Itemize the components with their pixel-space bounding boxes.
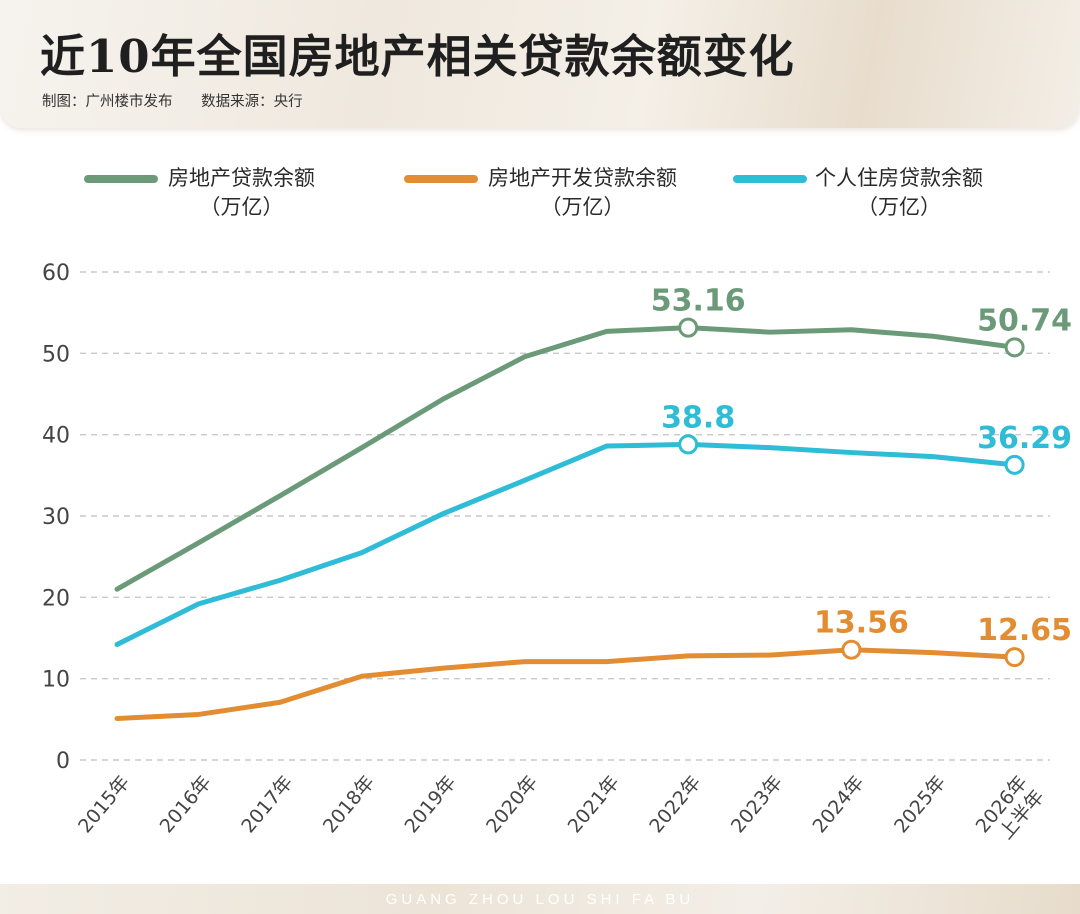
x-tick-label: 2024年 [808,772,868,838]
x-tick-label-line: 2022年 [645,772,705,838]
legend-series-unit: （万亿） [540,195,625,219]
series-line [114,441,1018,648]
y-tick-label: 30 [42,505,70,530]
x-tick-label-line: 2017年 [237,772,297,838]
legend-label: 房地产贷款余额 （万亿） [168,164,315,222]
legend-series-name: 房地产贷款余额 [168,166,315,190]
data-point-marker [1004,647,1025,668]
x-tick-label: 2017年 [237,772,297,838]
x-tick-label: 2021年 [564,772,624,838]
legend-series-name: 个人住房贷款余额 [815,166,983,190]
legend-series-unit: （万亿） [199,195,284,219]
series-line [114,325,1018,592]
page-title: 近10年全国房地产相关贷款余额变化 [40,30,795,83]
legend-swatch [733,175,807,183]
line-chart: 0 10 20 30 40 50 60 2015年 2016年 2017年 2018年 2019年 20… [42,261,1072,844]
credit-source: 数据来源：央行 [201,94,303,110]
y-tick-label: 60 [42,261,70,286]
x-tick-label: 2019年 [400,772,460,838]
x-tick-label: 2015年 [74,772,134,838]
y-tick-label: 10 [42,668,70,693]
data-point-marker [678,434,699,455]
data-label: 50.74 [977,303,1072,338]
legend-swatch [404,175,478,183]
data-label: 36.29 [977,421,1072,456]
data-label: 13.56 [814,606,909,641]
x-tick-label-line: 2021年 [564,772,624,838]
y-tick-label: 0 [56,749,70,774]
data-point-marker [1004,337,1025,358]
series-line [114,647,1018,722]
data-label: 38.8 [661,400,735,435]
legend-series-unit: （万亿） [857,195,941,219]
legend-label: 房地产开发贷款余额 （万亿） [488,164,677,222]
x-tick-label-line: 2025年 [890,772,950,838]
x-tick-label-line: 2016年 [156,772,216,838]
footer-text: GUANG ZHOU LOU SHI FA BU [385,891,695,908]
x-tick-label: 2022年 [645,772,705,838]
data-point-marker [841,639,862,660]
legend-swatch [84,175,158,183]
x-tick-label-line: 2020年 [482,772,542,838]
x-tick-label-line: 2018年 [319,772,379,838]
x-tick-label-line: 2024年 [808,772,868,838]
credit-maker: 制图：广州楼市发布 [42,94,173,110]
header-banner: 近10年全国房地产相关贷款余额变化 制图：广州楼市发布 数据来源：央行 [0,0,1080,128]
data-label: 53.16 [651,284,746,319]
legend-label: 个人住房贷款余额 （万亿） [815,164,983,222]
y-tick-label: 20 [42,586,70,611]
credits-line: 制图：广州楼市发布 数据来源：央行 [42,90,303,111]
x-tick-label: 2025年 [890,772,950,838]
x-tick-label: 2016年 [156,772,216,838]
x-tick-label: 2018年 [319,772,379,838]
footer-banner [0,884,1080,914]
x-tick-label: 2020年 [482,772,542,838]
data-label: 12.65 [977,613,1072,648]
x-tick-label-line: 2019年 [400,772,460,838]
data-point-marker [678,317,699,338]
y-tick-label: 40 [42,424,70,449]
x-tick-label-line: 2023年 [727,772,787,838]
x-tick-label-line: 2015年 [74,772,134,838]
legend-series-name: 房地产开发贷款余额 [488,166,677,190]
x-tick-label: 2023年 [727,772,787,838]
y-tick-label: 50 [42,342,70,367]
data-point-marker [1004,454,1025,475]
